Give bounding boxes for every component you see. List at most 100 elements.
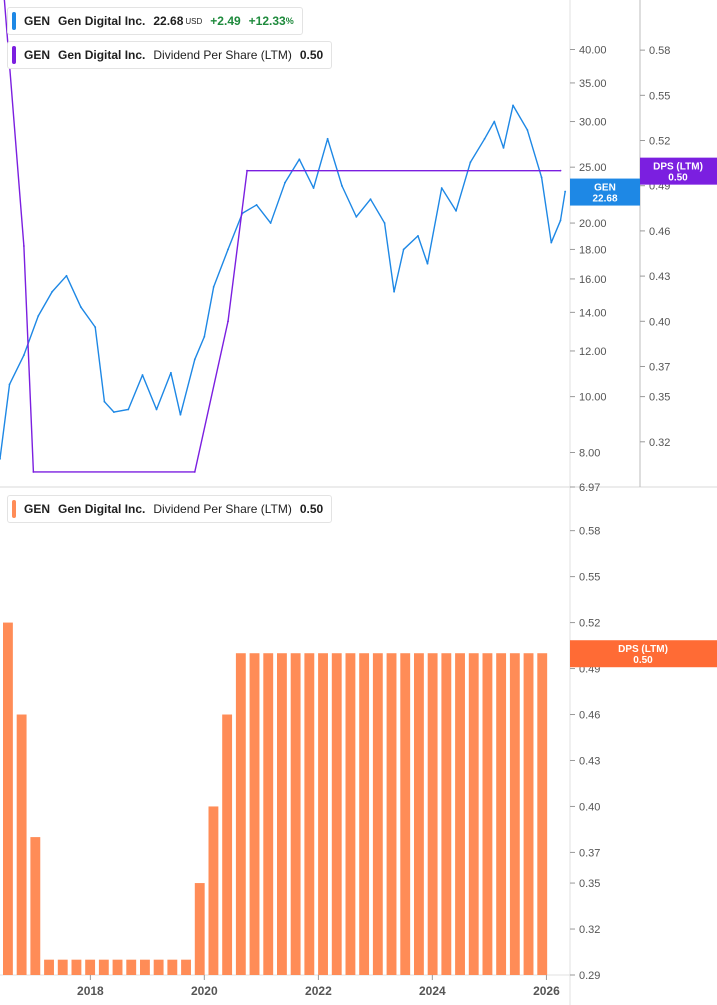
price-tag: [570, 178, 640, 206]
price-point: [559, 219, 562, 222]
dps-point: [193, 471, 196, 473]
price-point: [326, 137, 329, 140]
bar-tick-label: 0.58: [579, 526, 600, 538]
dps-bar: [523, 653, 534, 975]
dps-bar: [400, 653, 411, 975]
dps-bar: [345, 653, 356, 975]
dps-bar: [372, 653, 383, 975]
dps-bar: [318, 653, 328, 975]
price-point: [493, 120, 496, 123]
price-point: [227, 248, 229, 251]
price-point: [0, 457, 1, 460]
price-tick-label: 14.00: [579, 307, 607, 319]
price-tag-label: GEN: [594, 183, 616, 194]
dps-bar: [441, 653, 452, 975]
dps-tick-label: 0.55: [649, 90, 670, 102]
dps-tick-label: 0.40: [649, 316, 670, 328]
price-tick-label: 8.00: [579, 447, 600, 459]
x-tick-label: 2022: [305, 984, 332, 998]
price-point: [269, 222, 272, 224]
price-point: [540, 176, 543, 179]
price-point: [502, 147, 505, 149]
price-point: [22, 354, 25, 357]
dps-bar: [304, 653, 315, 975]
dps-bar: [153, 959, 164, 975]
legend-price[interactable]: GEN Gen Digital Inc. 22.68 USD +2.49 +12…: [7, 7, 303, 35]
dps-bar: [263, 653, 274, 975]
price-point: [284, 181, 286, 184]
dps-bar: [167, 959, 178, 975]
legend-price-name: Gen Digital Inc.: [58, 14, 146, 28]
bar-tick-label: 0.29: [579, 970, 600, 982]
price-tick-label: 16.00: [579, 274, 607, 286]
price-point: [141, 374, 144, 376]
price-tag-value: 22.68: [592, 194, 617, 205]
dps-bar: [98, 959, 109, 975]
price-point: [455, 209, 457, 212]
price-point: [179, 413, 182, 416]
price-point: [526, 129, 529, 131]
price-point: [79, 306, 82, 308]
price-tick-label: 12.00: [579, 346, 607, 358]
x-tick-label: 2018: [77, 984, 104, 998]
bar-tick-label: 0.37: [579, 847, 600, 859]
price-point: [103, 400, 106, 403]
dps-bar: [208, 806, 219, 975]
price-point: [51, 290, 54, 293]
legend-dps-bottom[interactable]: GEN Gen Digital Inc. Dividend Per Share …: [7, 495, 333, 523]
price-point: [483, 137, 486, 140]
legend-dps-top-name: Gen Digital Inc.: [58, 48, 146, 62]
dps-bar: [468, 653, 479, 975]
dps-top-swatch: [12, 46, 16, 64]
legend-dps-bottom-ticker: GEN: [24, 502, 51, 516]
price-point: [298, 158, 301, 161]
bar-tick-label: 0.40: [579, 801, 600, 813]
bar-tick-label: 0.43: [579, 755, 600, 767]
dps-bar: [57, 959, 68, 975]
bar-tick-label: 0.52: [579, 618, 600, 630]
x-tick-label: 2020: [191, 984, 218, 998]
dps-bar: [71, 959, 82, 975]
legend-price-change-pct: +12.33: [248, 14, 286, 28]
price-point: [426, 262, 429, 265]
legend-price-currency: USD: [185, 16, 203, 26]
dps-bar: [509, 653, 520, 975]
price-point: [193, 358, 196, 361]
dps-bar: [427, 653, 438, 975]
legend-price-pct-sign: %: [285, 16, 294, 26]
x-tick-label: 2026: [533, 984, 560, 998]
bar-tick-label: 0.55: [579, 572, 600, 584]
dps-tick-label: 0.37: [649, 361, 670, 373]
legend-price-value: 22.68: [153, 14, 184, 28]
price-tick-label: 20.00: [579, 218, 607, 230]
dps-point: [22, 245, 25, 247]
dps-tag-top-value: 0.50: [668, 173, 688, 184]
price-point: [8, 383, 11, 386]
x-tick-label: 2024: [419, 984, 446, 998]
dps-bar: [85, 959, 96, 975]
dps-tick-label: 0.52: [649, 136, 670, 148]
price-point: [203, 335, 206, 338]
dps-point: [246, 169, 248, 172]
price-point: [170, 371, 172, 374]
dps-bar: [455, 653, 465, 975]
dps-bar: [482, 653, 493, 975]
dps-bar: [414, 653, 424, 975]
price-point: [94, 326, 97, 328]
dps-bottom-swatch: [12, 500, 16, 518]
dps-bar: [44, 959, 54, 975]
dps-tag-bottom: [570, 640, 717, 668]
price-tick-label: 10.00: [579, 392, 607, 404]
dps-bar: [112, 959, 123, 975]
legend-dps-top-value: 0.50: [299, 48, 324, 62]
dps-bar: [194, 883, 205, 975]
dps-bar: [386, 653, 397, 975]
price-point: [469, 161, 472, 164]
legend-dps-top[interactable]: GEN Gen Digital Inc. Dividend Per Share …: [7, 41, 333, 69]
price-point: [564, 190, 567, 193]
price-point: [440, 187, 443, 189]
dps-tag-top-label: DPS (LTM): [653, 162, 703, 173]
legend-price-ticker: GEN: [24, 14, 51, 28]
dps-bar: [3, 622, 13, 975]
